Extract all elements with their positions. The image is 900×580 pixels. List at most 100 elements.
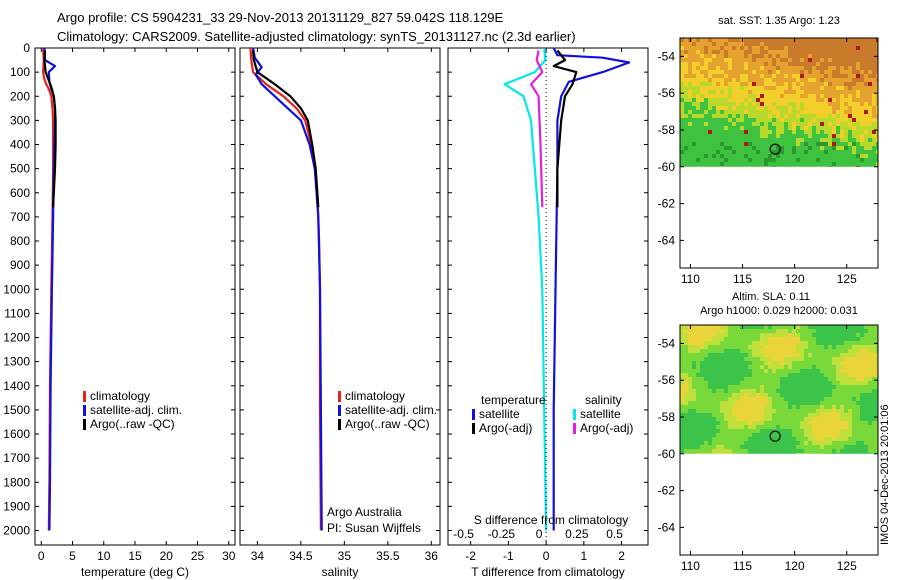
map-cell [792, 401, 796, 405]
map-cell [724, 70, 728, 74]
map-cell [828, 70, 832, 74]
map-cell [760, 453, 764, 454]
map-cell [820, 349, 824, 353]
map-cell [768, 325, 772, 329]
map-cell [700, 114, 704, 118]
map-cell [828, 369, 832, 373]
map-cell [824, 158, 828, 162]
map-cell [776, 150, 780, 154]
map-cell [788, 94, 792, 98]
map-cell [784, 90, 788, 94]
map-cell [820, 437, 824, 441]
map-cell [856, 66, 860, 70]
map-cell [700, 46, 704, 50]
map-cell [680, 58, 684, 62]
map-cell [808, 166, 812, 167]
map-cell [716, 417, 720, 421]
map-cell [836, 98, 840, 102]
map-cell [788, 150, 792, 154]
map-cell [852, 42, 856, 46]
map-cell [756, 437, 760, 441]
map-cell [832, 138, 836, 142]
map-cell [820, 417, 824, 421]
map-cell [688, 453, 692, 454]
map-cell [712, 365, 716, 369]
map-cell [788, 38, 792, 42]
map-cell [768, 445, 772, 449]
map-cell [864, 142, 868, 146]
map-cell [728, 337, 732, 341]
map-cell [868, 425, 872, 429]
map-cell [772, 130, 776, 134]
map-cell [856, 357, 860, 361]
map-cell [868, 122, 872, 126]
map-cell [876, 126, 878, 130]
map-cell [840, 433, 844, 437]
map-cell [720, 74, 724, 78]
map-cell [692, 86, 696, 90]
map-cell [848, 54, 852, 58]
map-cell [876, 114, 878, 118]
map-cell [820, 134, 824, 138]
map-cell [836, 337, 840, 341]
map-cell [876, 154, 878, 158]
map-cell [816, 417, 820, 421]
map-cell [708, 381, 712, 385]
map-cell [752, 377, 756, 381]
map-cell [860, 349, 864, 353]
map-cell [816, 389, 820, 393]
map-cell [680, 70, 684, 74]
map-cell [784, 70, 788, 74]
map-cell [708, 433, 712, 437]
map-cell [776, 50, 780, 54]
map-cell [688, 54, 692, 58]
map-cell [828, 417, 832, 421]
map-cell [784, 122, 788, 126]
map-cell [724, 337, 728, 341]
map-cell [788, 397, 792, 401]
map-cell [696, 54, 700, 58]
map-cell [784, 154, 788, 158]
map-cell [720, 158, 724, 162]
map-cell [704, 333, 708, 337]
map-cell [852, 38, 856, 42]
map-cell [796, 401, 800, 405]
map-cell [788, 385, 792, 389]
map-cell [860, 437, 864, 441]
map-cell [844, 142, 848, 146]
map-cell [828, 393, 832, 397]
map-cell [868, 337, 872, 341]
map-cell [804, 341, 808, 345]
map-cell [720, 114, 724, 118]
map-cell [768, 453, 772, 454]
map-cell [720, 102, 724, 106]
map-cell [784, 42, 788, 46]
map-cell [752, 381, 756, 385]
map-cell [848, 114, 852, 118]
map-cell [752, 421, 756, 425]
map-cell [816, 349, 820, 353]
map-cell [680, 162, 684, 166]
map-cell [780, 385, 784, 389]
map-cell [776, 329, 780, 333]
series-line-blue [251, 47, 323, 531]
map-cell [736, 114, 740, 118]
legend-swatch-blue [338, 405, 341, 416]
map-cell [844, 357, 848, 361]
map-cell [832, 377, 836, 381]
map-cell [724, 409, 728, 413]
map-cell [856, 385, 860, 389]
map-cell [848, 389, 852, 393]
map-cell [708, 357, 712, 361]
x-tick-label: 120 [785, 272, 805, 286]
map-cell [800, 365, 804, 369]
map-cell [852, 349, 856, 353]
map-cell [728, 325, 732, 329]
map-cell [700, 134, 704, 138]
map-cell [684, 38, 688, 42]
map-cell [792, 341, 796, 345]
map-cell [684, 154, 688, 158]
map-cell [808, 110, 812, 114]
map-cell [876, 421, 878, 425]
map-cell [740, 365, 744, 369]
